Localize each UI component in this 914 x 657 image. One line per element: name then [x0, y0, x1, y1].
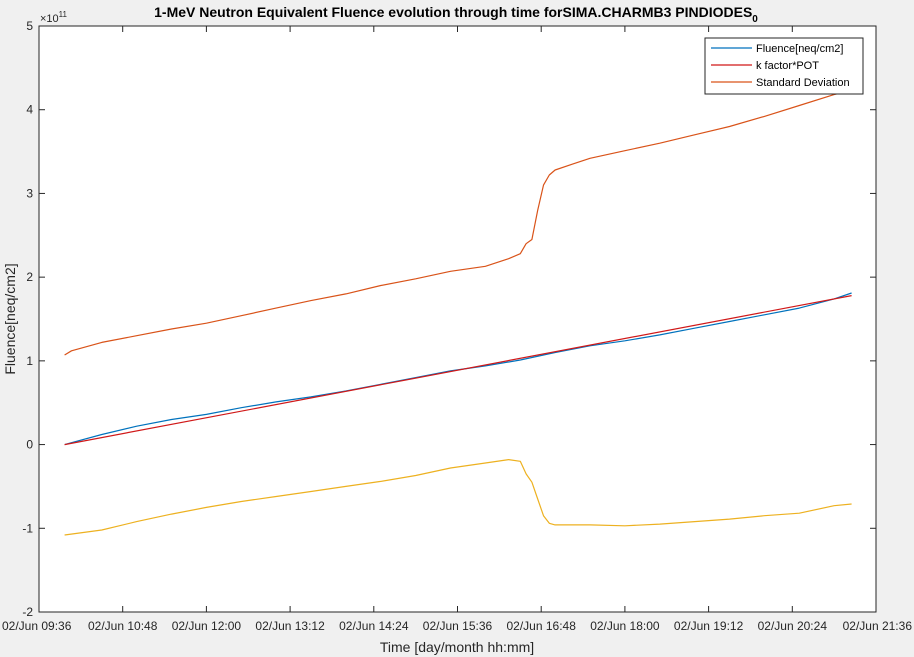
legend-label-stddev: Standard Deviation [756, 77, 850, 89]
y-multiplier: ×1011 [40, 10, 68, 25]
y-tick-label: -1 [22, 521, 33, 535]
y-axis-label: Fluence[neq/cm2] [2, 263, 18, 374]
y-tick-label: 0 [26, 438, 33, 452]
y-tick-label: -2 [22, 605, 33, 619]
y-axis-ticks: -2 -1 0 1 2 3 4 5 [22, 19, 876, 619]
series-standard-deviation-lower [64, 459, 852, 536]
legend-label-kfactor: k factor*POT [756, 60, 819, 72]
title: 1-MeV Neutron Equivalent Fluence evoluti… [154, 4, 758, 25]
y-tick-label: 4 [26, 103, 33, 117]
x-axis-ticks: 02/Jun 09:36 02/Jun 10:48 02/Jun 12:00 02/J… [2, 26, 912, 633]
y-tick-label: 1 [26, 354, 33, 368]
legend[interactable]: Fluence[neq/cm2] k factor*POT Standard D… [704, 37, 864, 95]
x-axis-label: Time [day/month hh:mm] [380, 639, 534, 655]
plot-area [39, 26, 876, 612]
title-text: 1-MeV Neutron Equivalent Fluence evoluti… [154, 4, 752, 20]
y-tick-label: 5 [26, 19, 33, 33]
y-tick-label: 2 [26, 270, 33, 284]
x-tick-label: 02/Jun 12:00 [172, 619, 242, 633]
legend-label-fluence: Fluence[neq/cm2] [756, 43, 843, 55]
title-subscript: 0 [752, 14, 758, 25]
y-multiplier-exponent: 11 [59, 10, 68, 19]
x-tick-label: 02/Jun 15:36 [423, 619, 493, 633]
x-tick-label: 02/Jun 13:12 [255, 619, 325, 633]
legend-box [704, 37, 864, 95]
series-standard-deviation-upper [64, 89, 852, 356]
x-tick-label: 02/Jun 21:36 [843, 619, 913, 633]
y-tick-label: 3 [26, 186, 33, 200]
series-k-factor-pot [64, 295, 852, 446]
x-tick-label: 02/Jun 14:24 [339, 619, 409, 633]
x-tick-label: 02/Jun 18:00 [590, 619, 660, 633]
x-tick-label: 02/Jun 09:36 [2, 619, 72, 633]
y-multiplier-base: ×10 [40, 13, 59, 25]
x-tick-label: 02/Jun 20:24 [758, 619, 828, 633]
series-layer [64, 89, 852, 536]
x-tick-label: 02/Jun 16:48 [506, 619, 576, 633]
x-tick-label: 02/Jun 10:48 [88, 619, 158, 633]
x-tick-label: 02/Jun 19:12 [674, 619, 744, 633]
svg-text:1-MeV Neutron Equivalent Fluen: 1-MeV Neutron Equivalent Fluence evoluti… [154, 4, 758, 25]
